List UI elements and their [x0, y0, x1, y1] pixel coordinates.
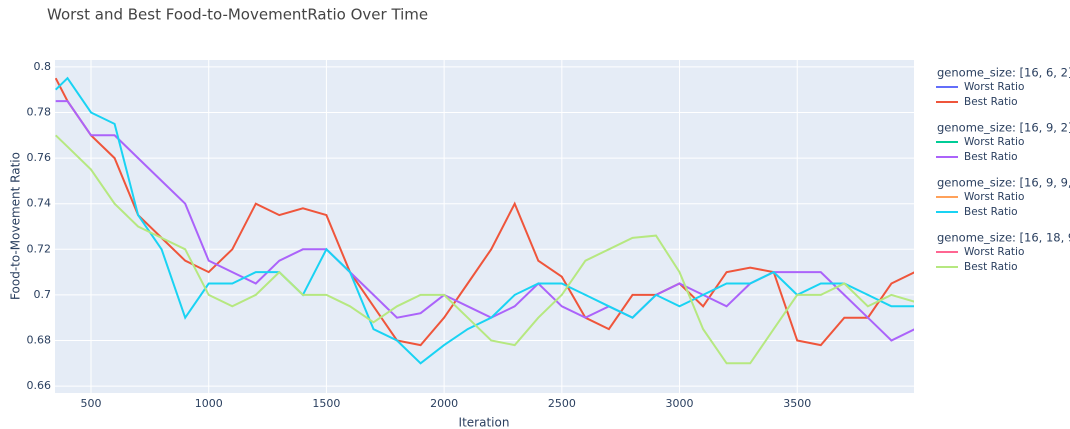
legend-label: Best Ratio [964, 151, 1018, 163]
y-tick-label: 0.7 [34, 288, 52, 301]
x-tick-label: 2500 [548, 397, 576, 410]
x-tick-label: 1500 [312, 397, 340, 410]
x-axis-title: Iteration [459, 416, 510, 429]
legend-label: Worst Ratio [964, 81, 1024, 93]
y-tick-label: 0.74 [27, 197, 52, 210]
x-tick-label: 3500 [783, 397, 811, 410]
y-axis-title: Food-to-Movement Ratio [9, 152, 23, 300]
y-tick-label: 0.72 [27, 242, 52, 255]
y-tick-label: 0.68 [27, 334, 52, 347]
x-tick-label: 1000 [195, 397, 223, 410]
legend-group-title: genome_size: [16, 9, 9, 2] [937, 176, 1070, 190]
plot-area [55, 60, 914, 393]
legend-group-title: genome_size: [16, 6, 2] [937, 66, 1070, 80]
data-line [55, 134, 914, 365]
legend-label: Best Ratio [964, 96, 1018, 108]
legend-label: Worst Ratio [964, 136, 1024, 148]
legend-label: Best Ratio [964, 206, 1018, 218]
y-tick-label: 0.8 [34, 60, 52, 73]
y-tick-label: 0.78 [27, 105, 52, 118]
y-tick-label: 0.66 [27, 379, 52, 392]
legend-group-title: genome_size: [16, 18, 9, 2] [937, 231, 1070, 245]
legend-label: Best Ratio [964, 261, 1018, 273]
x-tick-label: 500 [81, 397, 102, 410]
legend-group-title: genome_size: [16, 9, 2] [937, 121, 1070, 135]
x-tick-label: 3000 [666, 397, 694, 410]
data-line [55, 76, 914, 365]
x-tick-label: 2000 [430, 397, 458, 410]
legend-label: Worst Ratio [964, 246, 1024, 258]
chart-title: Worst and Best Food-to-MovementRatio Ove… [47, 6, 428, 24]
data-line [55, 77, 914, 347]
y-tick-label: 0.76 [27, 151, 52, 164]
legend-label: Worst Ratio [964, 191, 1024, 203]
